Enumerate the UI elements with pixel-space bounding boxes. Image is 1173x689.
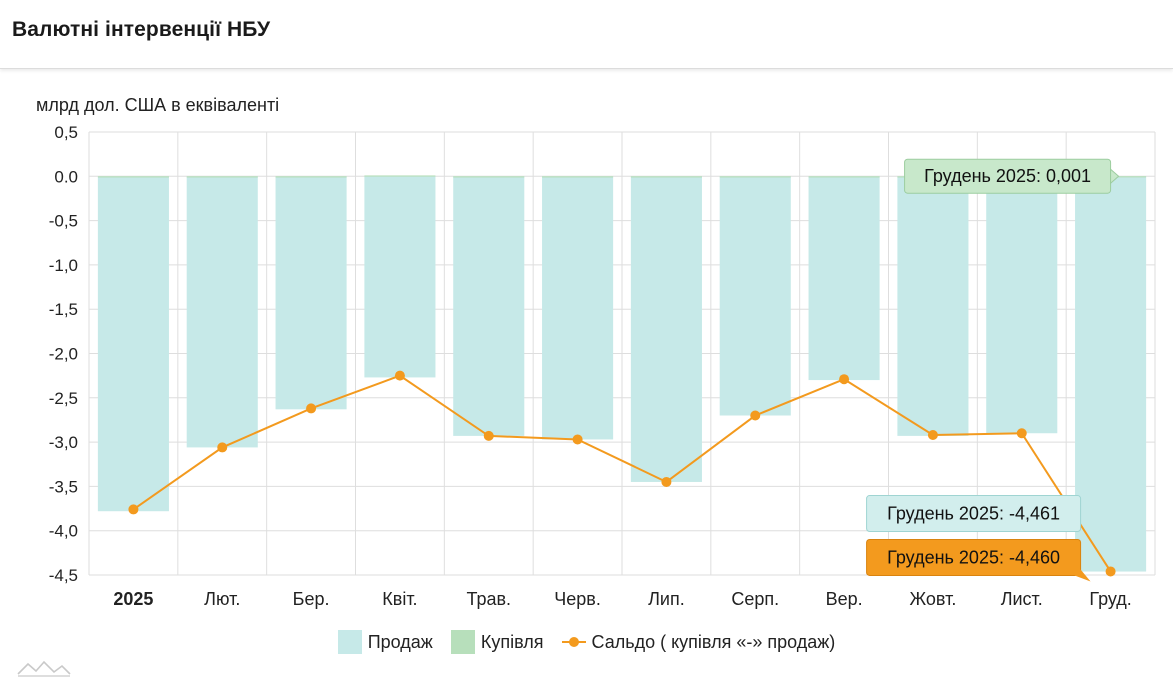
bar-purchase	[542, 176, 614, 178]
y-tick-label: -2,0	[49, 345, 78, 364]
tooltip-purchase-pointer	[1110, 168, 1120, 185]
point-balance	[661, 476, 672, 487]
bar-sales	[453, 176, 525, 436]
x-tick-label: Черв.	[554, 589, 601, 609]
bar-purchase	[364, 175, 436, 177]
bar-purchase	[186, 176, 258, 178]
bar-sales	[630, 176, 702, 482]
y-tick-label: -4,0	[49, 522, 78, 541]
bar-purchase	[453, 176, 525, 178]
bar-sales	[719, 176, 791, 416]
x-tick-label: Жовт.	[909, 589, 956, 609]
point-balance	[1105, 566, 1116, 577]
tooltip-purchase-text: Грудень 2025: 0,001	[924, 166, 1091, 186]
legend-item-purchase[interactable]: Купівля	[450, 630, 544, 654]
x-tick-label: Вер.	[826, 589, 863, 609]
y-tick-label: -3,0	[49, 433, 78, 452]
bar-sales	[97, 176, 169, 512]
y-tick-label: -1,5	[49, 300, 78, 319]
tooltip-balance-box	[866, 538, 1082, 576]
series-line-balance	[132, 374, 1112, 572]
x-tick-label: Лист.	[1001, 589, 1043, 609]
bar-sales	[275, 176, 347, 410]
point-balance	[217, 442, 228, 453]
point-balance	[750, 410, 761, 421]
bar-purchase	[808, 176, 880, 178]
point-balance	[839, 374, 850, 385]
bar-sales	[364, 176, 436, 378]
point-balance	[306, 403, 317, 414]
point-balance	[128, 504, 139, 515]
tooltip-balance-text: Грудень 2025: -4,460	[887, 547, 1060, 567]
bar-sales	[186, 176, 258, 448]
point-balance	[394, 370, 405, 381]
y-tick-label: -2,5	[49, 389, 78, 408]
y-tick-label: -4,5	[49, 566, 78, 585]
legend-item-balance[interactable]: Сальдо ( купівля «-» продаж)	[561, 630, 836, 654]
legend: Продаж Купівля Сальдо ( купівля «-» прод…	[0, 628, 1173, 656]
x-tick-label: Квіт.	[382, 589, 417, 609]
bar-sales	[986, 176, 1058, 434]
x-tick-label: Трав.	[466, 589, 511, 609]
intervention-chart: млрд дол. США в еквіваленті 0,5 0.0 -0,5 -1,…	[36, 95, 1156, 609]
tooltip-balance-pointer	[1074, 569, 1091, 582]
y-tick-label: 0.0	[54, 167, 78, 186]
point-balance	[483, 430, 494, 441]
point-balance	[572, 434, 583, 445]
x-tick-label: Груд.	[1089, 589, 1131, 609]
y-tick-label: 0,5	[54, 123, 78, 142]
point-balance	[927, 430, 938, 441]
y-tick-label: -0,5	[49, 212, 78, 231]
header-bar: Валютні інтервенції НБУ	[0, 0, 1173, 69]
legend-swatch-purchase	[450, 630, 475, 654]
y-tick-label: -1,0	[49, 256, 78, 275]
legend-label-sales: Продаж	[367, 631, 433, 652]
tooltip-sales-box	[866, 495, 1082, 533]
x-tick-label: Серп.	[731, 589, 779, 609]
legend-swatch-sales	[337, 630, 362, 654]
legend-item-sales[interactable]: Продаж	[337, 630, 433, 654]
legend-swatch-balance	[561, 630, 586, 654]
page-title: Валютні інтервенції НБУ	[12, 18, 271, 41]
y-tick-label: -3,5	[49, 477, 78, 496]
logo-icon	[17, 660, 71, 677]
bar-purchase	[630, 176, 702, 178]
y-axis-label: млрд дол. США в еквіваленті	[36, 95, 279, 115]
tooltip-sales-text: Грудень 2025: -4,461	[887, 504, 1060, 524]
x-tick-label: 2025	[113, 589, 153, 609]
bar-sales	[542, 176, 614, 440]
x-tick-label: Лют.	[204, 589, 240, 609]
bar-sales	[1075, 176, 1147, 572]
bar-sales	[808, 176, 880, 381]
x-tick-label: Лип.	[648, 589, 685, 609]
x-tick-label: Бер.	[293, 589, 330, 609]
legend-label-balance: Сальдо ( купівля «-» продаж)	[591, 631, 836, 652]
bar-sales	[897, 176, 969, 436]
legend-label-purchase: Купівля	[480, 631, 544, 652]
bar-purchase	[719, 176, 791, 178]
bar-purchase	[275, 176, 347, 178]
bar-purchase	[97, 176, 169, 178]
point-balance	[1016, 428, 1027, 439]
